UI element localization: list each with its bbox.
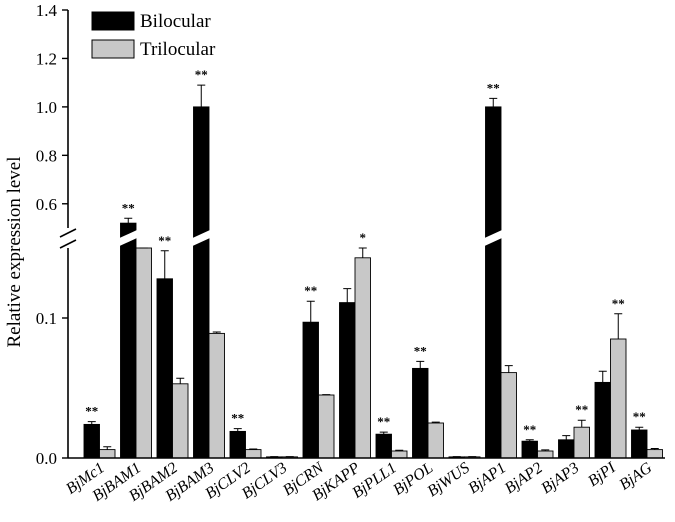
significance-label: ** xyxy=(523,422,536,437)
bar-bilocular-bjag xyxy=(631,429,648,459)
bar-bilocular-bjkapp xyxy=(339,302,356,459)
bar-trilocular-bjcrn xyxy=(318,394,335,459)
bar-bilocular-bjbam1 xyxy=(120,222,137,459)
error-bar xyxy=(197,84,206,107)
error-bar xyxy=(614,313,623,339)
y-tick-label: 1.4 xyxy=(36,1,58,20)
bar-trilocular-bjpol xyxy=(427,422,444,459)
y-tick-label: 0.1 xyxy=(36,309,57,328)
x-tick-label: BjWUS xyxy=(424,459,472,500)
legend-label-bilocular: Bilocular xyxy=(140,11,211,32)
significance-label: ** xyxy=(195,67,208,82)
bars: *************************** xyxy=(83,67,663,459)
y-tick-label: 1.2 xyxy=(36,49,57,68)
error-bar xyxy=(160,250,169,279)
y-tick-label: 1.0 xyxy=(36,98,57,117)
bar-bilocular-bjbam3 xyxy=(193,106,210,459)
error-bar xyxy=(562,435,571,440)
error-bar xyxy=(525,439,534,442)
bar-bilocular-bjpol xyxy=(412,367,429,459)
error-bar xyxy=(87,421,96,425)
error-bar xyxy=(306,300,315,323)
error-bar xyxy=(233,428,242,432)
legend-swatch-trilocular xyxy=(91,39,135,59)
bar-bilocular-bjbam2 xyxy=(156,278,173,459)
y-axis-label: Relative expression level xyxy=(4,157,25,348)
bar-trilocular-bjpll1 xyxy=(391,450,408,459)
y-tick-label: 0.0 xyxy=(36,449,57,468)
error-bar xyxy=(650,447,659,450)
error-bar xyxy=(598,370,607,383)
x-tick-label: BjPI xyxy=(585,459,619,490)
error-bar xyxy=(395,449,404,451)
bar-bilocular-bjap3 xyxy=(558,439,575,459)
significance-label: ** xyxy=(158,233,171,248)
significance-label: ** xyxy=(575,402,588,417)
error-bar xyxy=(577,419,586,428)
bar-trilocular-bjmc1 xyxy=(99,449,116,459)
error-bar xyxy=(343,288,352,303)
error-bar xyxy=(416,360,425,369)
error-bar xyxy=(489,97,498,107)
y-tick-label: 0.6 xyxy=(36,195,57,214)
bar-trilocular-bjap1 xyxy=(500,372,517,459)
bar-trilocular-bjbam3 xyxy=(208,332,225,459)
legend-label-trilocular: Trilocular xyxy=(140,39,216,60)
error-bar xyxy=(103,446,112,450)
bar-bilocular-bjap1 xyxy=(485,106,502,459)
error-bar xyxy=(431,421,440,423)
bar-trilocular-bjbam2 xyxy=(172,383,189,459)
significance-label: ** xyxy=(633,409,646,424)
bar-trilocular-bjbam1 xyxy=(135,247,152,459)
bar-trilocular-bjpi xyxy=(610,338,627,459)
significance-label: ** xyxy=(377,414,390,429)
x-tick-label: BjAP3 xyxy=(538,459,582,497)
x-tick-label: BjAP1 xyxy=(465,459,509,497)
error-bar xyxy=(249,448,258,450)
error-bar xyxy=(635,426,644,430)
bar-trilocular-bjag xyxy=(646,449,663,459)
bar-break-gap xyxy=(119,230,137,246)
legend: Bilocular Trilocular xyxy=(91,11,216,60)
x-tick-label: BjAP2 xyxy=(502,459,546,497)
bar-trilocular-bjap3 xyxy=(573,426,590,459)
significance-label: * xyxy=(360,230,367,245)
significance-label: ** xyxy=(231,411,244,426)
legend-swatch-bilocular xyxy=(91,11,135,31)
error-bar xyxy=(212,331,221,334)
error-bar xyxy=(358,247,367,258)
error-bar xyxy=(176,377,185,384)
error-bar xyxy=(124,217,133,224)
significance-label: ** xyxy=(304,283,317,298)
y-ticks: 0.0 0.1 0.6 0.8 1.0 1.2 1.4 xyxy=(36,1,68,468)
x-tick-label: BjAG xyxy=(616,459,655,494)
significance-label: ** xyxy=(85,404,98,419)
bar-bilocular-bjclv2 xyxy=(229,430,246,459)
y-tick-label: 0.8 xyxy=(36,146,57,165)
bar-bilocular-bjpll1 xyxy=(375,433,392,459)
x-tick-labels: BjMc1BjBAM1BjBAM2BjBAM3BjCLV2BjCLV3BjCRN… xyxy=(63,459,656,505)
axis-break-marker xyxy=(59,228,77,249)
bar-bilocular-bjmc1 xyxy=(83,423,100,459)
significance-label: ** xyxy=(487,80,500,95)
bar-break-gap xyxy=(192,230,210,246)
significance-label: ** xyxy=(122,200,135,215)
bar-break-gap xyxy=(484,230,502,246)
bar-trilocular-bjclv2 xyxy=(245,449,262,459)
bar-bilocular-bjap2 xyxy=(521,440,538,459)
significance-label: ** xyxy=(612,296,625,311)
error-bar xyxy=(541,449,550,451)
bar-trilocular-bjkapp xyxy=(354,257,371,459)
error-bar xyxy=(504,365,513,373)
significance-label: ** xyxy=(414,343,427,358)
bar-bilocular-bjpi xyxy=(594,381,611,459)
axes xyxy=(59,10,665,459)
error-bar xyxy=(379,431,388,435)
bar-bilocular-bjcrn xyxy=(302,321,319,459)
bar-trilocular-bjap2 xyxy=(537,450,554,459)
